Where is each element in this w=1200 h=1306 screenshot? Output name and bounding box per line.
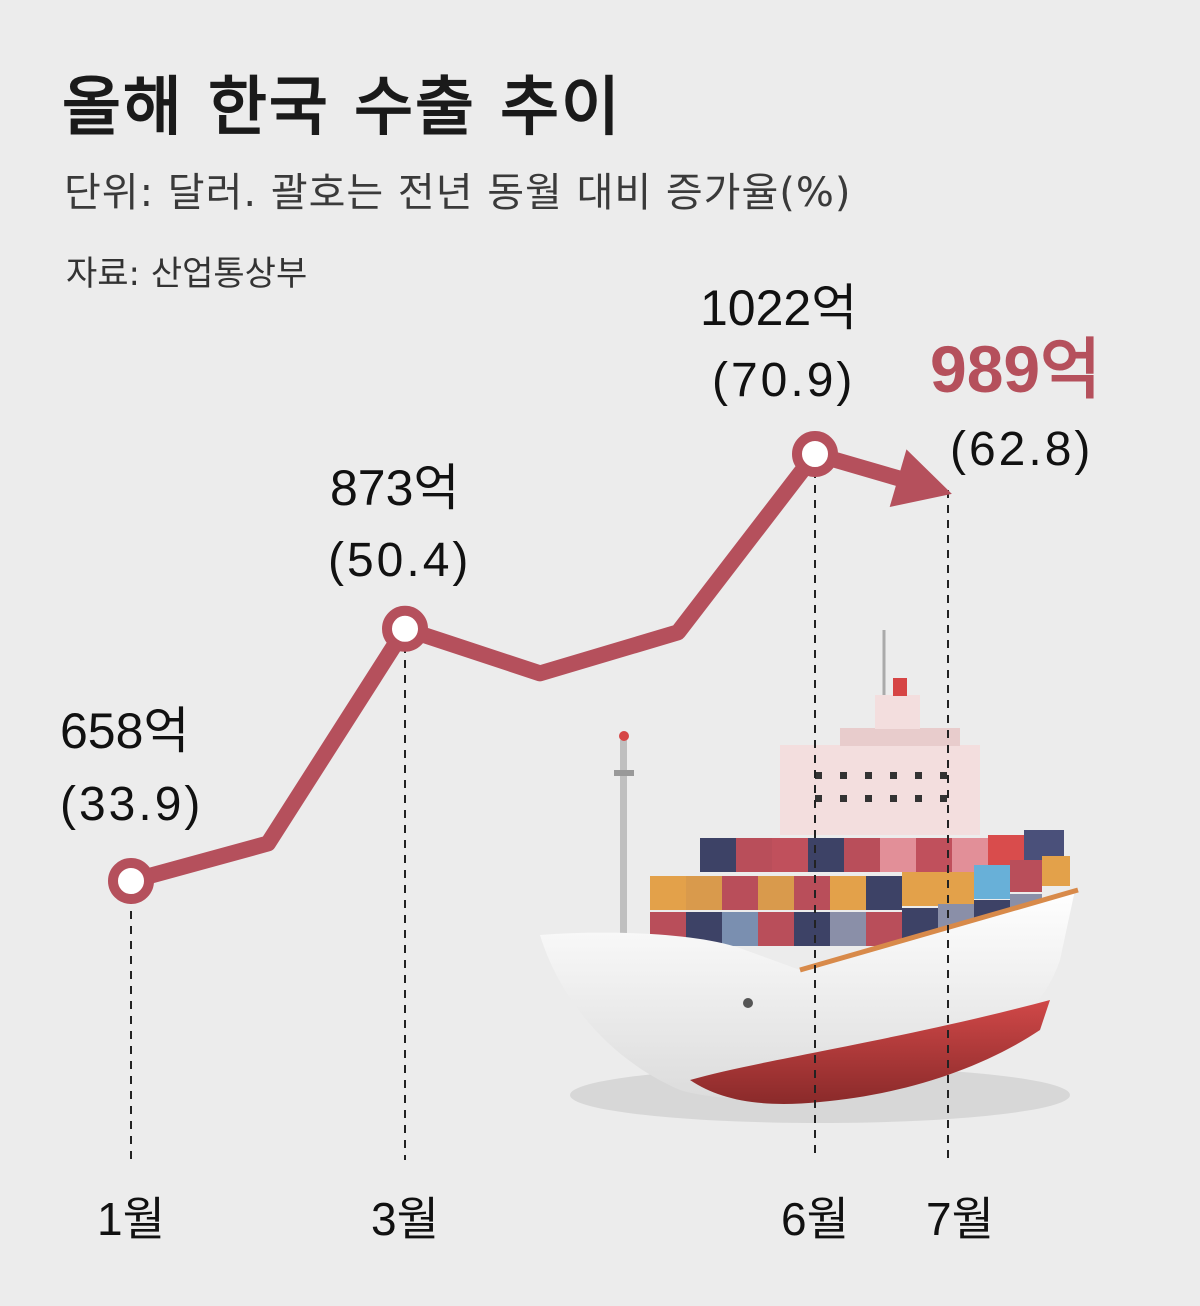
value-label-jul: 989억 (930, 332, 1101, 406)
x-tick-label-jul: 7월 (926, 1193, 994, 1245)
data-point-mar (382, 605, 428, 652)
x-tick-label-mar: 3월 (371, 1193, 439, 1245)
chart-title: 올해 한국 수출 추이 (62, 71, 622, 145)
x-tick-label-jun: 6월 (781, 1193, 849, 1245)
trend-arrow-head (889, 449, 952, 507)
change-label-jan: (33.9) (60, 778, 203, 831)
data-point-jun (792, 431, 838, 477)
chart-source: 자료: 산업통상부 (66, 254, 308, 294)
change-label-jul: (62.8) (950, 423, 1093, 476)
chart-subtitle: 단위: 달러. 괄호는 전년 동월 대비 증가율(%) (64, 170, 852, 216)
change-label-jun: (70.9) (712, 354, 855, 407)
value-label-mar: 873억 (330, 460, 459, 516)
data-point-jan (108, 858, 154, 904)
x-tick-label-jan: 1월 (97, 1193, 165, 1245)
cargo-ship-illustration (540, 630, 1079, 1123)
value-label-jun: 1022억 (700, 280, 857, 336)
change-label-mar: (50.4) (328, 534, 471, 587)
value-label-jan: 658억 (60, 703, 189, 759)
